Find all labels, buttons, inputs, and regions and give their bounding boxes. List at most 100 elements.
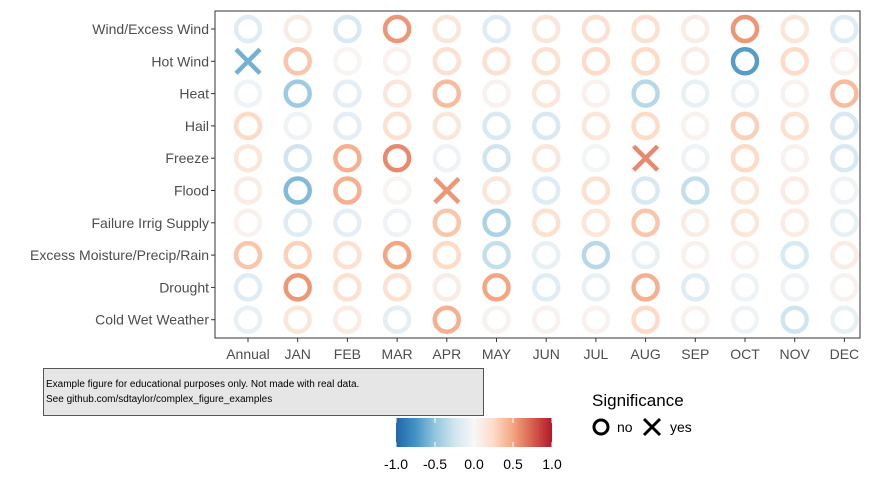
mark-circle-cold-wet-weather-dec <box>830 305 859 334</box>
mark-circle-freeze-oct <box>730 143 760 173</box>
mark-circle-flood-nov <box>780 176 809 205</box>
mark-circle-flood-sep <box>681 176 710 205</box>
x-tick-label-feb: FEB <box>334 346 361 362</box>
mark-circle-hail-sep <box>681 111 710 141</box>
mark-circle-wind-excess-wind-aug <box>631 14 660 44</box>
color-legend-ticks: -1.0 -0.5 0.0 0.5 1.0 <box>384 418 562 472</box>
x-tick-label-annual: Annual <box>226 346 270 362</box>
mark-circle-hot-wind-jan <box>283 47 312 76</box>
mark-circle-wind-excess-wind-jan <box>283 14 312 44</box>
mark-circle-heat-may <box>482 79 511 108</box>
mark-circle-cold-wet-weather-aug <box>631 305 660 334</box>
mark-circle-flood-feb <box>333 176 362 205</box>
mark-circle-drought-apr <box>432 273 462 302</box>
mark-circle-flood-dec <box>830 176 859 205</box>
mark-circle-cold-wet-weather-sep <box>681 305 710 334</box>
mark-circle-freeze-jul <box>581 143 611 173</box>
mark-circle-hail-jun <box>531 111 561 141</box>
mark-circle-hot-wind-apr <box>432 47 462 76</box>
mark-circle-excess-moisture-precip-rain-nov <box>780 240 809 270</box>
mark-circle-cold-wet-weather-mar <box>382 305 412 334</box>
mark-circle-drought-jan <box>283 273 312 302</box>
mark-circle-freeze-jun <box>531 143 561 173</box>
mark-circle-failure-irrig-supply-aug <box>631 208 660 238</box>
mark-cross-freeze-aug <box>632 144 660 172</box>
mark-circle-cold-wet-weather-apr <box>432 305 462 334</box>
mark-circle-failure-irrig-supply-jun <box>531 208 561 238</box>
mark-circle-failure-irrig-supply-apr <box>432 208 462 238</box>
x-tick-label-aug: AUG <box>630 346 660 362</box>
mark-circle-cold-wet-weather-feb <box>333 305 362 334</box>
mark-circle-wind-excess-wind-annual <box>233 14 263 44</box>
mark-cross-flood-apr <box>433 176 461 205</box>
mark-circle-hot-wind-sep <box>681 47 710 76</box>
mark-circle-flood-jan <box>283 176 312 205</box>
y-tick-label-excess-moisture-precip-rain: Excess Moisture/Precip/Rain <box>30 247 209 263</box>
shape-legend-title: Significance <box>592 391 684 410</box>
mark-circle-hot-wind-jul <box>581 47 611 76</box>
mark-circle-hot-wind-may <box>482 47 511 76</box>
mark-circle-cold-wet-weather-jul <box>581 305 611 334</box>
mark-circle-failure-irrig-supply-oct <box>730 208 760 238</box>
mark-circle-hot-wind-dec <box>830 47 859 76</box>
x-tick-label-oct: OCT <box>730 346 760 362</box>
mark-circle-wind-excess-wind-dec <box>830 14 859 44</box>
mark-circle-drought-sep <box>681 273 710 302</box>
mark-circle-heat-nov <box>780 79 809 108</box>
mark-circle-flood-jul <box>581 176 611 205</box>
mark-circle-heat-jan <box>283 79 312 108</box>
shape-legend: Significance no yes <box>592 391 692 437</box>
mark-circle-flood-annual <box>233 176 263 205</box>
y-tick-label-drought: Drought <box>159 279 209 295</box>
mark-circle-excess-moisture-precip-rain-jan <box>283 240 312 270</box>
y-tick-label-hot-wind: Hot Wind <box>151 53 209 69</box>
mark-circle-drought-jun <box>531 273 561 302</box>
mark-circle-hot-wind-feb <box>333 47 362 76</box>
mark-cross-hot-wind-annual <box>234 47 262 75</box>
mark-circle-freeze-jan <box>283 143 312 173</box>
mark-circle-drought-annual <box>233 273 263 302</box>
mark-circle-excess-moisture-precip-rain-aug <box>631 240 660 270</box>
mark-circle-excess-moisture-precip-rain-oct <box>730 240 760 270</box>
mark-circle-hot-wind-nov <box>780 47 809 76</box>
mark-circle-flood-aug <box>631 176 660 205</box>
mark-circle-failure-irrig-supply-nov <box>780 208 809 238</box>
mark-circle-hail-aug <box>631 111 660 141</box>
mark-circle-failure-irrig-supply-jan <box>283 208 312 238</box>
mark-circle-hot-wind-mar <box>382 47 412 76</box>
mark-circle-drought-dec <box>830 273 859 302</box>
mark-circle-freeze-feb <box>333 143 362 173</box>
mark-circle-excess-moisture-precip-rain-sep <box>681 240 710 270</box>
mark-circle-hail-feb <box>333 111 362 141</box>
mark-circle-hail-jan <box>283 111 312 141</box>
mark-circle-cold-wet-weather-nov <box>780 305 809 334</box>
mark-cross-stroke-b <box>632 144 660 172</box>
x-tick-label-apr: APR <box>432 346 461 362</box>
mark-circle-hail-mar <box>382 111 412 141</box>
mark-circle-hail-nov <box>780 111 809 141</box>
mark-circle-excess-moisture-precip-rain-annual <box>233 240 263 270</box>
mark-circle-failure-irrig-supply-annual <box>233 208 263 238</box>
mark-circle-heat-annual <box>233 79 263 108</box>
y-tick-label-freeze: Freeze <box>165 150 209 166</box>
mark-circle-heat-feb <box>333 79 362 108</box>
mark-circle-heat-sep <box>681 79 710 108</box>
legend-tick-label-1: -0.5 <box>423 456 447 472</box>
y-tick-label-heat: Heat <box>179 86 209 102</box>
y-tick-label-failure-irrig-supply: Failure Irrig Supply <box>92 215 210 231</box>
x-tick-label-jun: JUN <box>533 346 560 362</box>
x-tick-label-dec: DEC <box>830 346 860 362</box>
x-tick-label-jul: JUL <box>583 346 608 362</box>
legend-tick-label-2: 0.0 <box>464 456 484 472</box>
mark-circle-heat-dec <box>830 79 859 108</box>
y-tick-label-cold-wet-weather: Cold Wet Weather <box>95 312 209 328</box>
mark-circle-heat-oct <box>730 79 760 108</box>
y-tick-label-hail: Hail <box>185 118 209 134</box>
mark-circle-heat-aug <box>631 79 660 108</box>
mark-circle-drought-may <box>482 273 511 302</box>
mark-circle-hail-annual <box>233 111 263 141</box>
mark-circle-excess-moisture-precip-rain-apr <box>432 240 462 270</box>
mark-circle-flood-mar <box>382 176 412 205</box>
legend-yes-label: yes <box>670 419 692 435</box>
legend-tick-label-3: 0.5 <box>503 456 523 472</box>
